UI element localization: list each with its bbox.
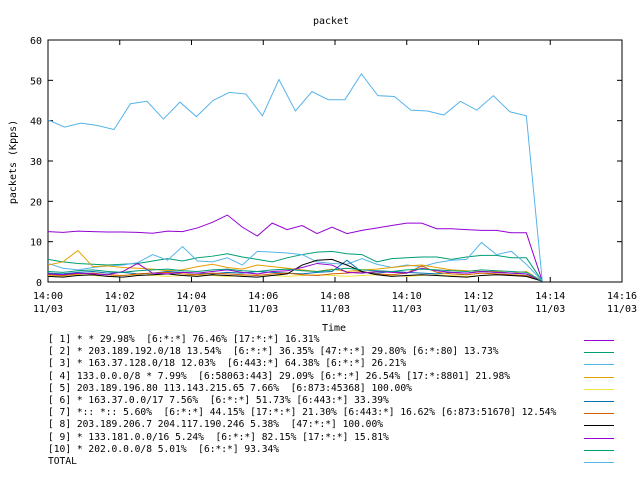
x-tick-label-time: 14:02	[105, 291, 135, 302]
x-tick-label-date: 11/03	[535, 304, 565, 315]
legend-label: [ 9] * 133.181.0.0/16 5.24% [6:*:*] 82.1…	[48, 431, 389, 443]
y-tick-label: 20	[30, 197, 42, 208]
legend-entry: [ 6] * 163.37.0.0/17 7.56% [6:*:*] 51.73…	[48, 395, 628, 407]
x-tick-label-date: 11/03	[463, 304, 493, 315]
series-line-9	[47, 262, 543, 282]
legend-entry: TOTAL	[48, 456, 628, 468]
legend-label: [ 6] * 163.37.0.0/17 7.56% [6:*:*] 51.73…	[48, 394, 389, 406]
legend-entry: [ 5] 203.189.196.80 113.143.215.65 7.66%…	[48, 383, 628, 395]
legend-entry: [ 8] 203.189.206.7 204.117.190.246 5.38%…	[48, 419, 628, 431]
x-tick-label-time: 14:00	[33, 291, 63, 302]
legend-swatch	[584, 461, 614, 463]
x-tick-label-date: 11/03	[248, 304, 278, 315]
x-tick-label-time: 14:14	[535, 291, 565, 302]
legend-entry: [ 3] * 163.37.128.0/18 12.03% [6:443:*] …	[48, 358, 628, 370]
y-tick-label: 10	[30, 238, 42, 249]
x-tick-label-date: 11/03	[320, 304, 350, 315]
legend-label: [ 3] * 163.37.128.0/18 12.03% [6:443:*] …	[48, 358, 407, 370]
x-tick-label-time: 14:04	[176, 291, 206, 302]
legend-entry: [ 9] * 133.181.0.0/16 5.24% [6:*:*] 82.1…	[48, 432, 628, 444]
legend-swatch	[584, 437, 614, 439]
legend-label: [ 1] * * 29.98% [6:*:*] 76.46% [17:*:*] …	[48, 334, 320, 345]
x-tick-label-time: 14:16	[607, 291, 637, 302]
legend-swatch	[584, 413, 614, 415]
legend-swatch	[584, 400, 614, 402]
series-line-7	[47, 265, 543, 282]
x-tick-label-time: 14:10	[392, 291, 422, 302]
x-tick-label-time: 14:08	[320, 291, 350, 302]
chart: packet packets (Kpps) Time 0 10 20 30 40 50 60…	[8, 16, 637, 334]
x-tick-label-time: 14:06	[248, 291, 278, 302]
legend: [ 1] * * 29.98% [6:*:*] 76.46% [17:*:*] …	[48, 334, 628, 468]
legend-swatch	[584, 340, 614, 341]
x-tick-label-date: 11/03	[105, 304, 135, 315]
legend-label: TOTAL	[48, 455, 77, 467]
y-tick-label: 60	[30, 36, 42, 47]
legend-entry: [ 2] * 203.189.192.0/18 13.54% [6:*:*] 3…	[48, 346, 628, 358]
legend-entry: [ 4] 133.0.0.0/8 * 7.99% [6:58063:443] 2…	[48, 371, 628, 383]
legend-swatch	[584, 352, 614, 354]
x-axis-label: Time	[322, 323, 346, 334]
legend-entry: [ 7] *:: *:: 5.60% [6:*:*] 44.15% [17:*:…	[48, 407, 628, 419]
x-tick-label-date: 11/03	[176, 304, 206, 315]
legend-label: [ 8] 203.189.206.7 204.117.190.246 5.38%…	[48, 419, 384, 431]
legend-label: [ 4] 133.0.0.0/8 * 7.99% [6:58063:443] 2…	[48, 370, 511, 382]
legend-entry: [ 1] * * 29.98% [6:*:*] 76.46% [17:*:*] …	[48, 334, 628, 346]
legend-label: [ 5] 203.189.196.80 113.143.215.65 7.66%…	[48, 382, 412, 394]
legend-swatch	[584, 364, 614, 366]
x-tick-label-date: 11/03	[392, 304, 422, 315]
x-axis: 14:00 11/03 14:02 11/03 14:04 11/03 14:06 11/03…	[33, 40, 637, 315]
y-tick-label: 0	[36, 278, 42, 289]
series-line-11	[47, 73, 543, 282]
y-tick-label: 30	[30, 157, 42, 168]
chart-title: packet	[313, 16, 349, 27]
plot-frame	[47, 39, 623, 283]
y-axis-label: packets (Kpps)	[8, 120, 19, 204]
x-tick-label-date: 11/03	[607, 304, 637, 315]
x-tick-label-date: 11/03	[33, 304, 63, 315]
legend-label: [10] * 202.0.0.0/8 5.01% [6:*:*] 93.34%	[48, 443, 280, 455]
legend-label: [ 7] *:: *:: 5.60% [6:*:*] 44.15% [17:*:…	[48, 407, 557, 419]
x-tick-label-time: 14:12	[463, 291, 493, 302]
legend-swatch	[584, 388, 614, 390]
legend-label: [ 2] * 203.189.192.0/18 13.54% [6:*:*] 3…	[48, 346, 499, 358]
legend-swatch	[584, 449, 614, 451]
y-axis: 0 10 20 30 40 50 60	[30, 36, 622, 289]
legend-swatch	[584, 376, 614, 378]
y-tick-label: 40	[30, 117, 42, 128]
legend-swatch	[584, 425, 614, 427]
legend-entry: [10] * 202.0.0.0/8 5.01% [6:*:*] 93.34%	[48, 444, 628, 456]
series-line-10	[47, 267, 543, 282]
series-lines	[47, 73, 543, 282]
series-line-1	[47, 214, 543, 282]
y-tick-label: 50	[30, 76, 42, 87]
series-line-3	[47, 241, 543, 282]
